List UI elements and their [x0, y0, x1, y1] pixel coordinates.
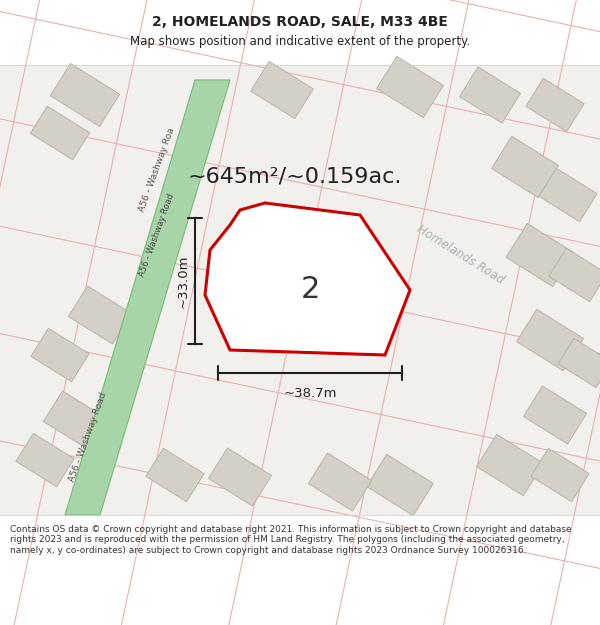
Polygon shape: [31, 328, 89, 382]
Polygon shape: [531, 448, 589, 502]
Polygon shape: [523, 386, 587, 444]
Polygon shape: [460, 67, 520, 123]
Polygon shape: [476, 434, 544, 496]
Polygon shape: [558, 338, 600, 388]
Polygon shape: [43, 391, 107, 449]
Polygon shape: [50, 64, 119, 126]
Polygon shape: [205, 203, 410, 355]
Bar: [0, 65, 600, 515]
Polygon shape: [367, 454, 433, 516]
Polygon shape: [506, 224, 574, 286]
Polygon shape: [68, 286, 131, 344]
Text: Homelands Road: Homelands Road: [414, 223, 506, 287]
Text: Contains OS data © Crown copyright and database right 2021. This information is : Contains OS data © Crown copyright and d…: [10, 525, 572, 555]
Text: ~645m²/~0.159ac.: ~645m²/~0.159ac.: [188, 167, 402, 187]
Polygon shape: [549, 248, 600, 302]
Text: ~33.0m: ~33.0m: [176, 254, 190, 308]
Polygon shape: [517, 309, 583, 371]
Polygon shape: [65, 80, 230, 515]
Polygon shape: [146, 448, 204, 502]
Polygon shape: [16, 433, 74, 487]
Polygon shape: [308, 453, 371, 511]
Text: 2: 2: [301, 276, 320, 304]
Polygon shape: [491, 136, 559, 198]
Polygon shape: [377, 56, 443, 118]
Text: ~38.7m: ~38.7m: [283, 387, 337, 400]
Text: A56 - Washway Roa: A56 - Washway Roa: [137, 127, 176, 213]
Text: A56 - Washway Road: A56 - Washway Road: [138, 192, 176, 278]
Text: 2, HOMELANDS ROAD, SALE, M33 4BE: 2, HOMELANDS ROAD, SALE, M33 4BE: [152, 15, 448, 29]
Text: Map shows position and indicative extent of the property.: Map shows position and indicative extent…: [130, 36, 470, 49]
Polygon shape: [208, 448, 272, 506]
Polygon shape: [31, 106, 89, 160]
Polygon shape: [251, 61, 313, 119]
Polygon shape: [526, 78, 584, 132]
Polygon shape: [539, 168, 597, 222]
Text: A56 - Washway Road: A56 - Washway Road: [68, 391, 109, 483]
